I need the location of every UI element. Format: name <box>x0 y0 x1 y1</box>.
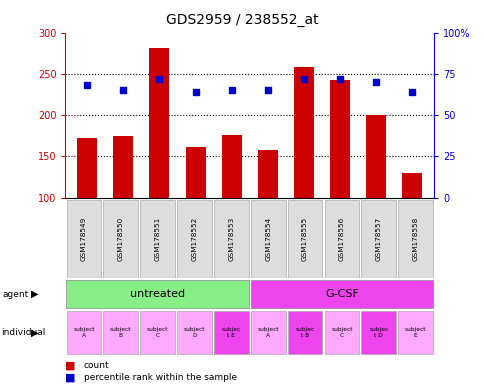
Bar <box>213 200 248 278</box>
Text: ■: ■ <box>65 361 76 371</box>
Bar <box>397 200 432 278</box>
Bar <box>149 48 169 280</box>
Bar <box>250 311 285 354</box>
Text: subject
E: subject E <box>404 327 425 338</box>
Bar <box>324 200 359 278</box>
Bar <box>66 311 101 354</box>
Bar <box>221 135 241 280</box>
Text: agent: agent <box>2 290 29 299</box>
Point <box>408 89 415 95</box>
Text: subject
C: subject C <box>147 327 168 338</box>
Bar <box>287 200 322 278</box>
Bar <box>185 147 205 280</box>
Bar <box>287 311 322 354</box>
Text: GSM178557: GSM178557 <box>375 217 381 261</box>
Point <box>83 83 91 89</box>
Text: GSM178555: GSM178555 <box>302 217 307 261</box>
Text: subjec
t B: subjec t B <box>295 327 314 338</box>
Point <box>263 88 271 94</box>
Point <box>335 76 343 82</box>
Point <box>155 76 163 82</box>
Text: GSM178554: GSM178554 <box>265 217 271 261</box>
Text: GSM178558: GSM178558 <box>412 217 418 261</box>
Bar <box>113 136 133 280</box>
Bar <box>213 311 248 354</box>
Bar <box>361 311 395 354</box>
Point <box>119 88 127 94</box>
Text: GSM178556: GSM178556 <box>338 217 344 261</box>
Text: individual: individual <box>1 328 45 337</box>
Point <box>191 89 199 95</box>
Bar <box>250 280 432 308</box>
Text: ■: ■ <box>65 373 76 383</box>
Text: subject
A: subject A <box>73 327 94 338</box>
Bar <box>250 200 285 278</box>
Bar <box>402 173 422 280</box>
Text: percentile rank within the sample: percentile rank within the sample <box>84 373 237 382</box>
Text: GSM178551: GSM178551 <box>154 217 160 261</box>
Text: GSM178550: GSM178550 <box>118 217 123 261</box>
Text: subject
C: subject C <box>331 327 352 338</box>
Text: ▶: ▶ <box>30 328 38 338</box>
Text: GDS2959 / 238552_at: GDS2959 / 238552_at <box>166 13 318 27</box>
Bar <box>324 311 359 354</box>
Bar <box>397 311 432 354</box>
Bar <box>177 311 212 354</box>
Text: GSM178549: GSM178549 <box>81 217 87 261</box>
Bar <box>140 311 175 354</box>
Bar <box>140 200 175 278</box>
Point <box>227 88 235 94</box>
Bar <box>103 311 138 354</box>
Point <box>372 79 379 85</box>
Text: untreated: untreated <box>130 289 185 299</box>
Bar <box>177 200 212 278</box>
Text: ▶: ▶ <box>30 289 38 299</box>
Text: subjec
t D: subjec t D <box>368 327 388 338</box>
Bar <box>293 67 313 280</box>
Bar <box>77 138 97 280</box>
Point <box>300 76 307 82</box>
Text: subject
D: subject D <box>183 327 205 338</box>
Bar <box>66 280 248 308</box>
Text: subject
A: subject A <box>257 327 278 338</box>
Text: GSM178552: GSM178552 <box>191 217 197 261</box>
Text: GSM178553: GSM178553 <box>228 217 234 261</box>
Text: subject
B: subject B <box>110 327 131 338</box>
Bar <box>330 80 349 280</box>
Bar <box>257 150 277 280</box>
Bar <box>361 200 395 278</box>
Bar <box>103 200 138 278</box>
Text: G-CSF: G-CSF <box>324 289 358 299</box>
Text: subjec
t E: subjec t E <box>221 327 241 338</box>
Text: count: count <box>84 361 109 370</box>
Bar <box>66 200 101 278</box>
Bar <box>365 115 385 280</box>
